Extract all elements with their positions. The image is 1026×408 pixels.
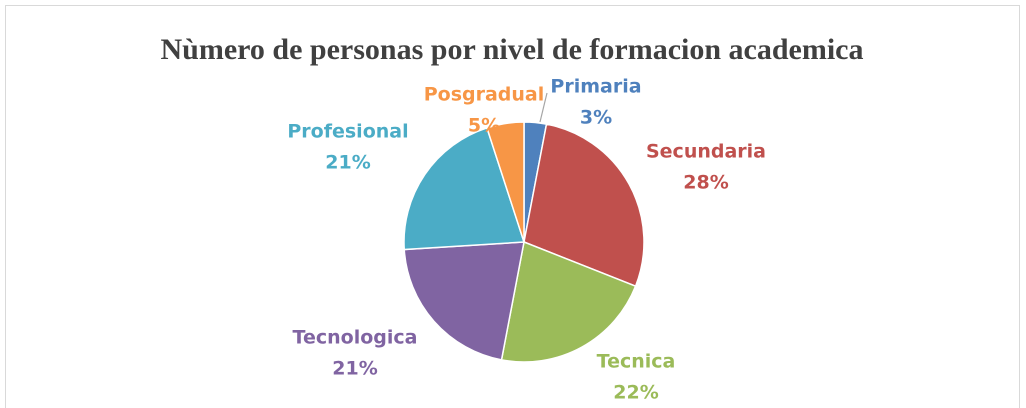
slice-label: Tecnica: [597, 351, 676, 373]
slice-value-label: 5%: [468, 115, 500, 137]
slice-label: Primaria: [550, 76, 641, 98]
slice-value-label: 21%: [332, 358, 377, 380]
slice-value-label: 21%: [325, 152, 370, 174]
slice-label: Profesional: [287, 121, 408, 143]
pie-slice: [403, 241, 525, 361]
leader-line: [539, 92, 548, 123]
slice-label: Tecnologica: [293, 327, 418, 349]
slice-value-label: 28%: [683, 172, 728, 194]
chart-title: Nùmero de personas por nivel de formacio…: [161, 33, 864, 66]
pie-slice: [485, 121, 525, 243]
pie-slice: [500, 240, 637, 363]
pie-slice: [523, 123, 645, 288]
slice-value-label: 22%: [613, 382, 658, 404]
slice-value-label: 3%: [580, 107, 612, 129]
slice-label: Posgradual: [424, 84, 545, 106]
pie-slice: [403, 126, 526, 251]
slice-label: Secundaria: [646, 141, 766, 163]
